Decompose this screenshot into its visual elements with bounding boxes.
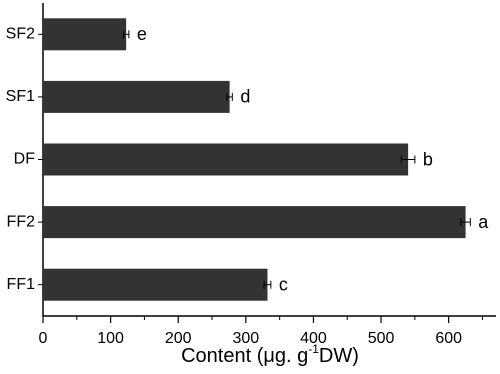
y-tick-label: FF2 bbox=[7, 213, 36, 230]
x-axis-label-tail: DW) bbox=[319, 345, 359, 367]
x-tick-label: 100 bbox=[97, 330, 124, 347]
bar-annotation: c bbox=[279, 274, 288, 294]
bar bbox=[43, 80, 230, 113]
y-tick-label: DF bbox=[14, 151, 36, 168]
y-tick-label: FF1 bbox=[7, 276, 36, 293]
x-tick-label: 400 bbox=[300, 330, 327, 347]
bar bbox=[43, 143, 409, 176]
x-tick-label: 200 bbox=[165, 330, 192, 347]
y-tick-label: SF2 bbox=[6, 26, 35, 43]
x-tick-label: 300 bbox=[232, 330, 259, 347]
bar bbox=[43, 206, 466, 239]
bar-annotation: a bbox=[478, 212, 489, 232]
x-axis-label: Content (μg. g-1DW) bbox=[181, 342, 359, 367]
x-axis-label-sup: -1 bbox=[308, 342, 319, 356]
x-tick-label: 0 bbox=[39, 330, 48, 347]
y-tick-label: SF1 bbox=[6, 88, 35, 105]
bar-annotation: e bbox=[137, 24, 147, 44]
x-tick-label: 600 bbox=[435, 330, 462, 347]
x-axis-label-text: Content (μg. g bbox=[181, 345, 308, 367]
x-tick-label: 500 bbox=[368, 330, 395, 347]
bar-annotation: d bbox=[240, 87, 250, 107]
bar bbox=[43, 18, 127, 51]
bar-annotation: b bbox=[423, 149, 433, 169]
bar bbox=[43, 268, 268, 301]
